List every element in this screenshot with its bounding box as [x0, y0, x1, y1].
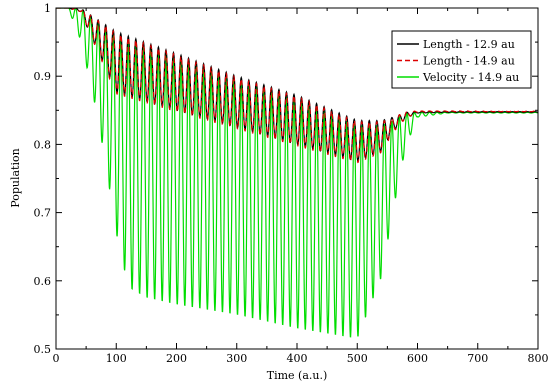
y-tick-label: 0.8 [34, 138, 52, 151]
x-tick-label: 100 [106, 352, 127, 365]
series-line-2 [56, 8, 538, 164]
x-tick-label: 0 [53, 352, 60, 365]
y-tick-label: 0.7 [34, 207, 52, 220]
x-tick-label: 400 [287, 352, 308, 365]
x-axis-title: Time (a.u.) [267, 369, 328, 381]
x-tick-label: 300 [226, 352, 247, 365]
legend-label: Velocity - 14.9 au [422, 71, 519, 84]
legend: Length - 12.9 au Length - 14.9 au Velocity… [391, 30, 532, 89]
ticks-layer: 0 100 200 300 400 500 600 700 800 0.5 0.6 0.7 0.8 0.9… [34, 2, 549, 365]
legend-box [391, 30, 532, 89]
y-axis-title: Population [9, 148, 22, 207]
x-tick-label: 200 [166, 352, 187, 365]
y-tick-label: 0.6 [34, 275, 52, 288]
legend-label: Length - 12.9 au [423, 38, 515, 51]
series-line-3 [56, 8, 538, 338]
y-tick-label: 0.9 [34, 70, 52, 83]
x-tick-label: 500 [347, 352, 368, 365]
x-tick-label: 800 [528, 352, 549, 365]
x-tick-label: 600 [407, 352, 428, 365]
y-tick-label: 0.5 [34, 343, 52, 356]
x-tick-label: 700 [467, 352, 488, 365]
series-layer [56, 8, 538, 338]
y-tick-label: 1 [44, 2, 51, 15]
legend-label: Length - 14.9 au [423, 55, 515, 68]
